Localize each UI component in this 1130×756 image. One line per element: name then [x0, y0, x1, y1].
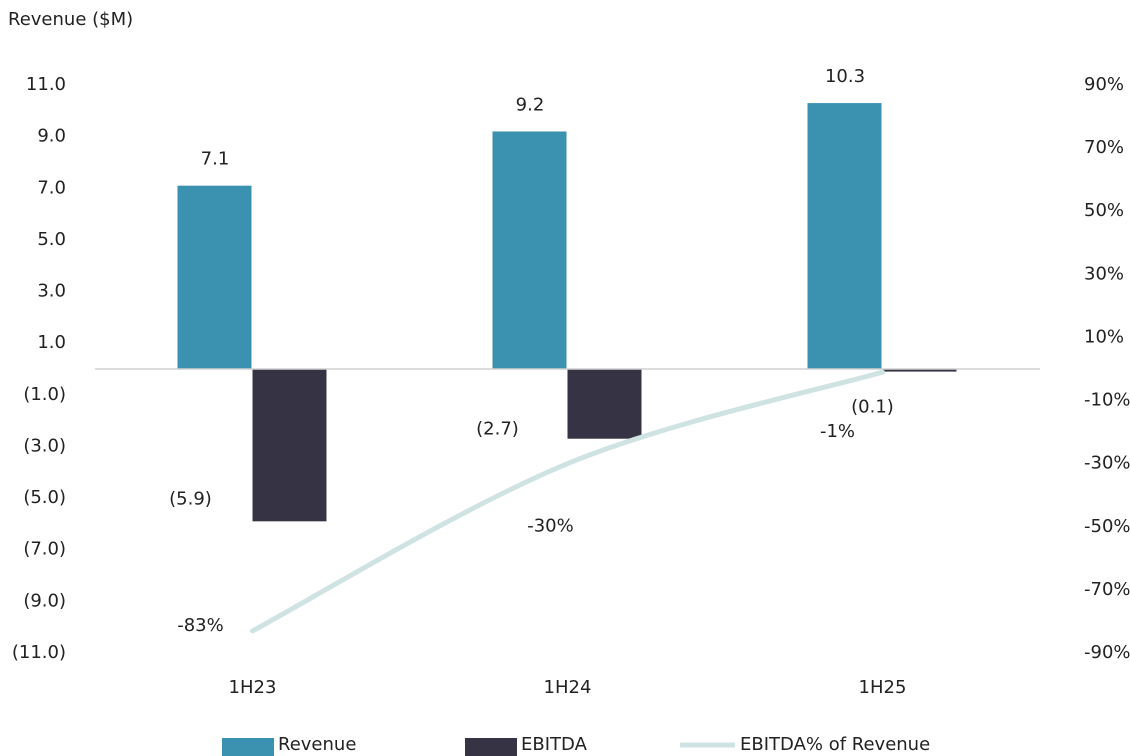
y-tick-label: 9.0: [37, 126, 66, 147]
x-tick-label: 1H25: [859, 677, 907, 698]
y2-tick-label: 90%: [1084, 74, 1124, 95]
y-tick-label: (1.0): [23, 384, 66, 405]
line: [250, 369, 885, 634]
data-label: (2.7): [476, 419, 519, 440]
legend-swatch: [222, 738, 274, 756]
bar: [492, 131, 567, 369]
y2-tick-label: 10%: [1084, 326, 1124, 347]
y-tick-label: 11.0: [26, 74, 66, 95]
bar: [177, 185, 252, 369]
bar: [252, 369, 327, 522]
bar: [567, 369, 642, 439]
y-tick-label: (3.0): [23, 435, 66, 456]
x-tick-label: 1H23: [229, 677, 277, 698]
y-tick-label: 7.0: [37, 177, 66, 198]
y2-tick-label: 70%: [1084, 137, 1124, 158]
y2-tick-label: 30%: [1084, 263, 1124, 284]
y-tick-label: (9.0): [23, 590, 66, 611]
data-label: -1%: [820, 421, 855, 442]
y2-tick-label: -50%: [1084, 516, 1130, 537]
y2-tick-label: -90%: [1084, 642, 1130, 663]
data-label: 10.3: [825, 66, 865, 87]
data-label: 9.2: [516, 94, 545, 115]
data-label: -30%: [527, 516, 574, 537]
data-label: (0.1): [851, 397, 894, 418]
legend-swatch: [465, 738, 517, 756]
y2-tick-label: 50%: [1084, 200, 1124, 221]
bar: [882, 369, 957, 372]
data-label: (5.9): [169, 488, 212, 509]
x-tick-label: 1H24: [544, 677, 592, 698]
y-axis-label: Revenue ($M): [8, 9, 133, 30]
y-tick-label: 1.0: [37, 332, 66, 353]
legend-label: Revenue: [278, 734, 356, 755]
y-tick-label: (11.0): [12, 642, 66, 663]
data-label: -83%: [177, 615, 224, 636]
data-label: 7.1: [201, 149, 230, 170]
y2-tick-label: -10%: [1084, 390, 1130, 411]
y-tick-label: 3.0: [37, 281, 66, 302]
legend-label: EBITDA% of Revenue: [740, 734, 930, 755]
y2-tick-label: -30%: [1084, 453, 1130, 474]
bar: [807, 103, 882, 369]
y-tick-label: (7.0): [23, 539, 66, 560]
y2-tick-label: -70%: [1084, 579, 1130, 600]
legend-label: EBITDA: [521, 734, 588, 755]
y-tick-label: 5.0: [37, 229, 66, 250]
y-tick-label: (5.0): [23, 487, 66, 508]
